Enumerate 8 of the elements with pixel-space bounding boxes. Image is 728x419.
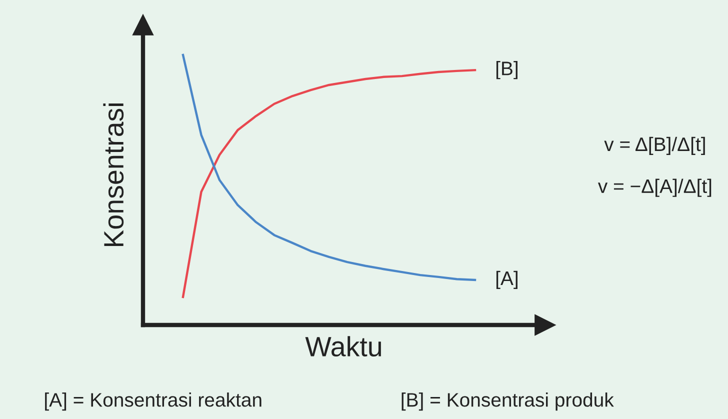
series-label: [B] xyxy=(496,61,518,80)
text: v = Δ[B]/Δ[t] xyxy=(604,136,705,156)
series-label: [A] xyxy=(496,270,518,289)
text: [A] = Konsentrasi reaktan xyxy=(45,392,262,411)
x-axis-title: Waktu xyxy=(305,336,381,357)
text: [B] = Konsentrasi produk xyxy=(402,392,614,411)
y-axis-title: Konsentrasi xyxy=(103,104,124,246)
text: v = −Δ[A]/Δ[t] xyxy=(598,178,712,197)
